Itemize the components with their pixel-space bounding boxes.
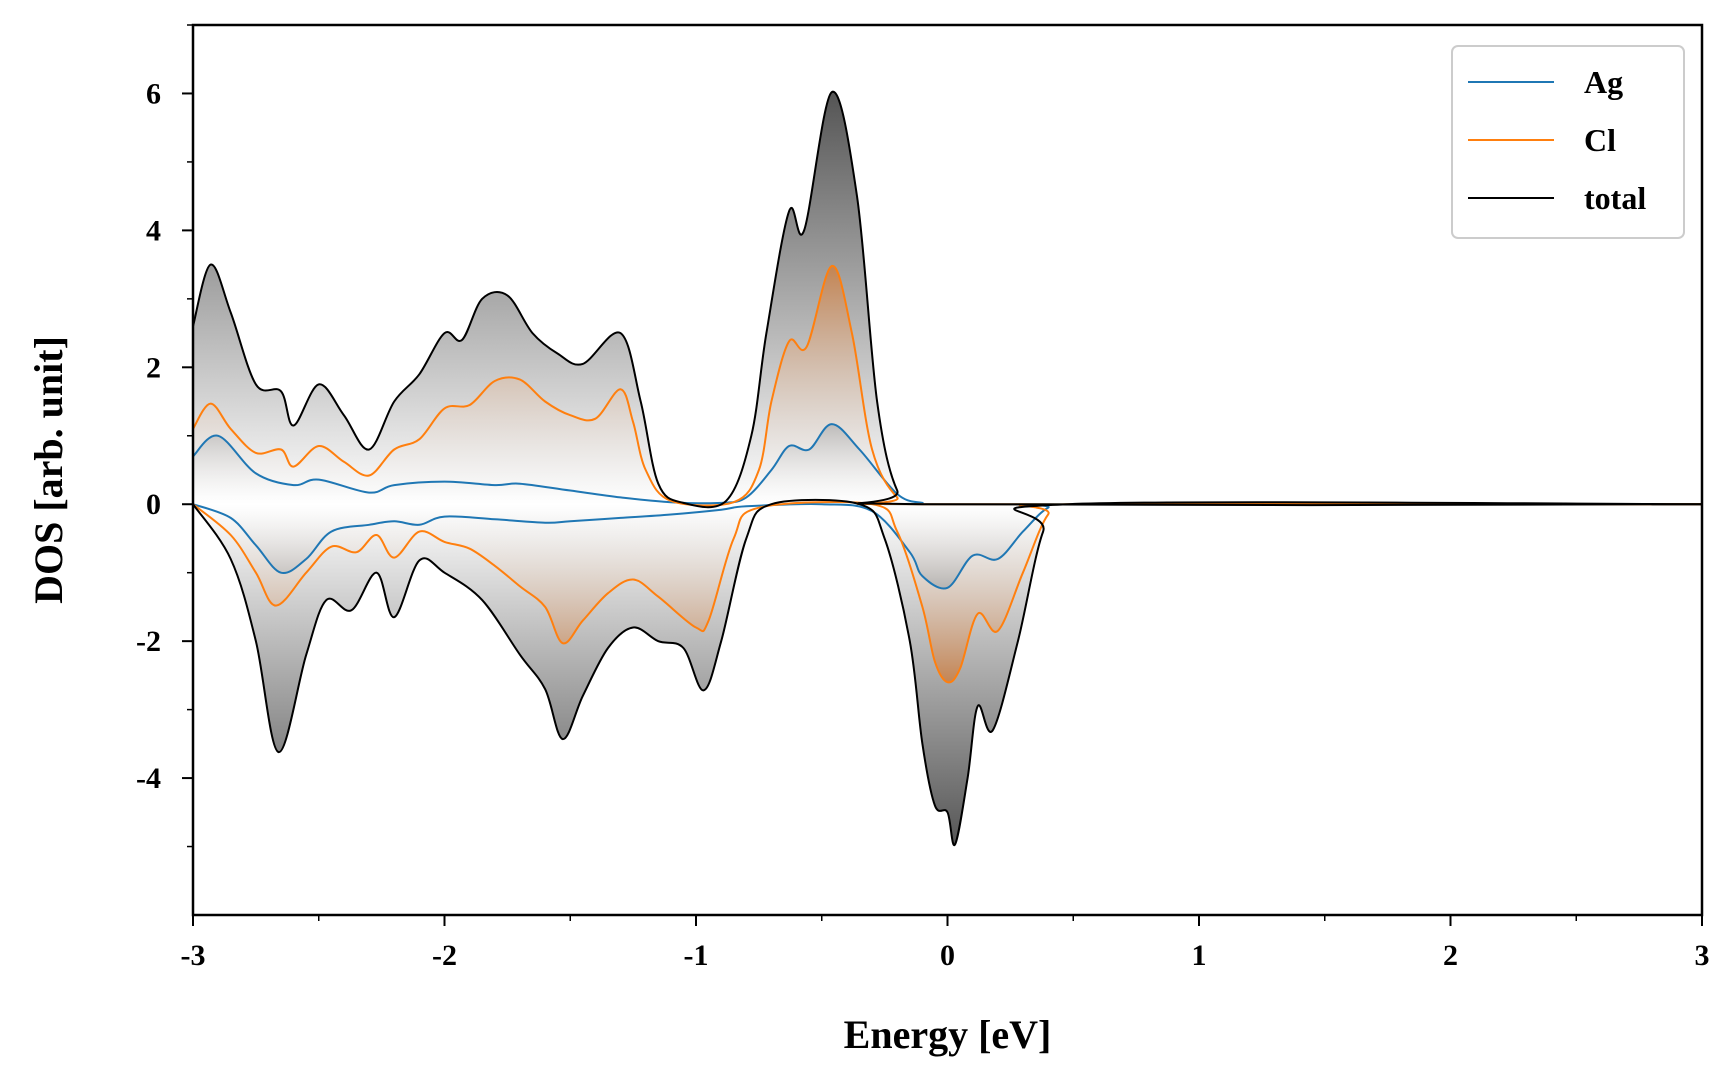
line-total-down (192, 498, 1703, 847)
y-tick-label: 4 (146, 214, 161, 247)
fill-ag-up (193, 424, 1702, 505)
line-cl-down (192, 501, 1703, 684)
ticks-layer: -3 -2 -1 0 1 2 3 -4 -2 0 2 4 6 (136, 24, 1710, 972)
x-tick-label: 3 (1695, 939, 1710, 972)
x-tick-label: 1 (1192, 939, 1207, 972)
y-tick-label: -4 (136, 762, 161, 795)
line-total-up (192, 90, 1703, 509)
legend-label-total: total (1584, 180, 1646, 216)
y-tick-label: 0 (146, 488, 161, 521)
x-tick-label: -3 (181, 939, 206, 972)
y-tick-label: -2 (136, 625, 161, 658)
legend-box (1451, 45, 1685, 239)
line-cl-up (192, 265, 1703, 507)
x-tick-label: 0 (940, 939, 955, 972)
line-ag-down (192, 502, 1703, 590)
x-axis-label: Energy [eV] (844, 1012, 1052, 1057)
fill-cl-up (193, 265, 1702, 506)
fill-total-up (193, 91, 1702, 508)
y-axis-label: DOS [arb. unit] (26, 336, 71, 604)
lines-layer (192, 90, 1703, 847)
y-tick-label: 6 (146, 77, 161, 110)
y-tick-label: 2 (146, 351, 161, 384)
legend-label-ag: Ag (1584, 64, 1623, 100)
x-tick-label: -1 (684, 939, 709, 972)
legend: Ag Cl total (1451, 45, 1685, 239)
fill-ag-down (193, 503, 1702, 589)
x-tick-label: 2 (1443, 939, 1458, 972)
legend-label-cl: Cl (1584, 122, 1616, 158)
x-tick-label: -2 (432, 939, 457, 972)
